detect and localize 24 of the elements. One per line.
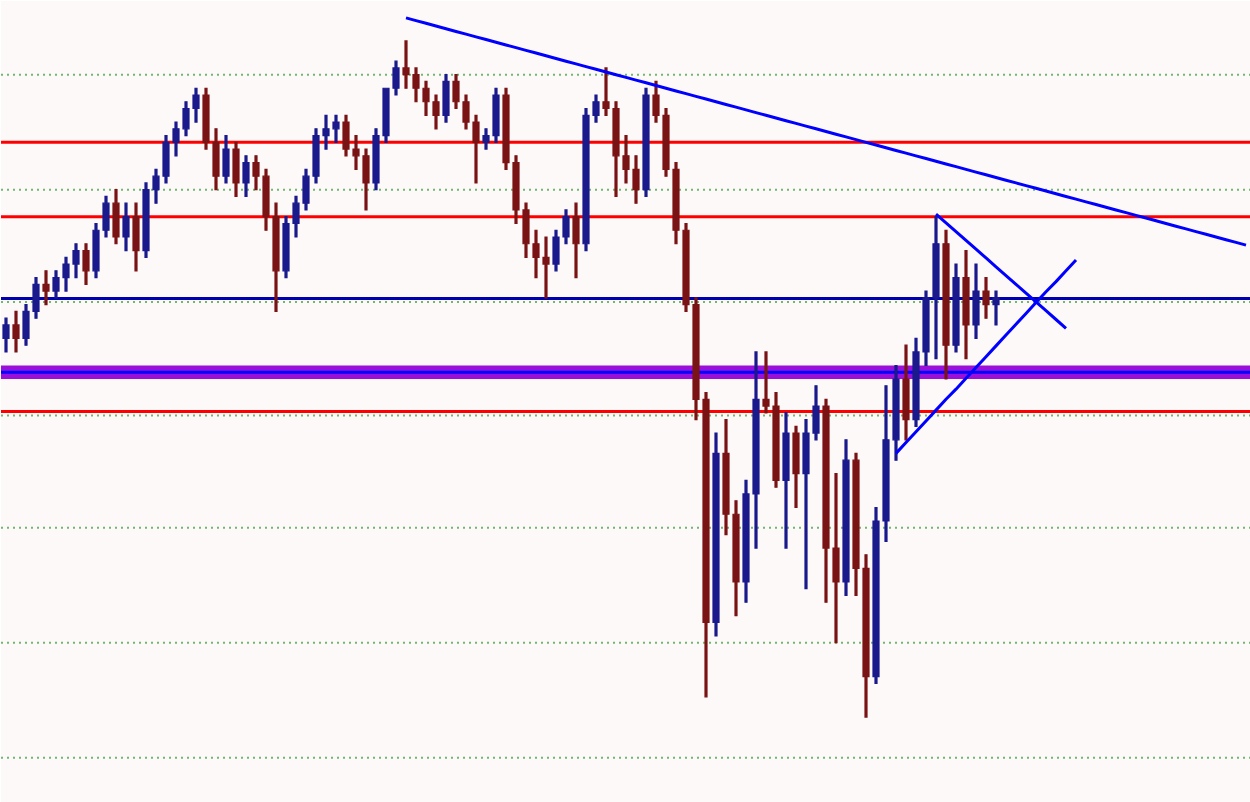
candlestick — [942, 229, 950, 380]
candlestick — [82, 243, 90, 285]
candlestick — [572, 202, 580, 279]
candlestick — [2, 317, 10, 353]
candlestick — [122, 202, 130, 252]
candlestick — [222, 134, 230, 184]
candlestick — [642, 87, 650, 198]
candlestick — [782, 412, 790, 549]
candlestick — [902, 344, 910, 441]
candlestick — [242, 155, 250, 198]
candlestick — [992, 290, 1000, 326]
candlestick — [12, 310, 20, 353]
candlestick — [952, 263, 960, 353]
candlestick — [442, 74, 450, 123]
candlestick — [972, 263, 980, 340]
candlestick — [42, 270, 50, 306]
candlestick — [962, 249, 970, 360]
candlestick — [712, 432, 720, 637]
candlestick — [792, 425, 800, 509]
candlestick — [232, 141, 240, 198]
candlestick — [112, 189, 120, 245]
candlestick — [132, 202, 140, 272]
candlestick — [982, 276, 990, 319]
candlestick — [842, 439, 850, 596]
